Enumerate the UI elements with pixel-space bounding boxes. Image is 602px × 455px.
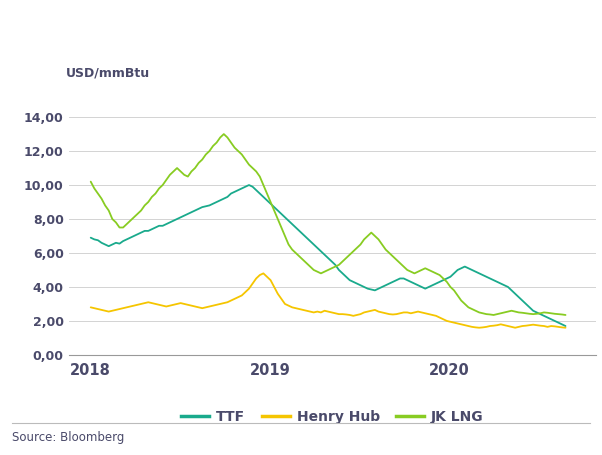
- JK LNG: [562, 312, 569, 318]
- TTF: [562, 324, 569, 329]
- JK LNG: [490, 312, 497, 318]
- TTF: [87, 235, 95, 240]
- Line: JK LNG: JK LNG: [91, 134, 565, 315]
- TTF: [548, 317, 555, 322]
- JK LNG: [551, 311, 558, 317]
- JK LNG: [418, 267, 425, 273]
- JK LNG: [119, 225, 126, 230]
- Legend: TTF, Henry Hub, JK LNG: TTF, Henry Hub, JK LNG: [176, 404, 489, 430]
- Henry Hub: [87, 304, 95, 310]
- Henry Hub: [551, 324, 558, 329]
- Text: Source: Bloomberg: Source: Bloomberg: [12, 430, 125, 444]
- JK LNG: [541, 310, 548, 315]
- Line: Henry Hub: Henry Hub: [91, 273, 565, 328]
- JK LNG: [220, 131, 228, 137]
- Henry Hub: [119, 305, 126, 311]
- Henry Hub: [404, 310, 411, 315]
- TTF: [246, 182, 253, 188]
- JK LNG: [389, 253, 397, 259]
- TTF: [389, 279, 397, 284]
- TTF: [537, 311, 544, 317]
- TTF: [418, 284, 425, 290]
- JK LNG: [87, 179, 95, 184]
- JK LNG: [404, 267, 411, 273]
- Henry Hub: [418, 310, 425, 315]
- Line: TTF: TTF: [91, 185, 565, 326]
- Text: USD/mmBtu: USD/mmBtu: [66, 66, 150, 80]
- Henry Hub: [476, 325, 483, 330]
- Henry Hub: [260, 271, 267, 276]
- Text: Gas prices have fallen under pressure globally: Gas prices have fallen under pressure gl…: [9, 16, 467, 34]
- TTF: [404, 278, 411, 283]
- Henry Hub: [562, 325, 569, 330]
- Henry Hub: [389, 312, 397, 317]
- Henry Hub: [541, 324, 548, 329]
- TTF: [119, 238, 126, 244]
